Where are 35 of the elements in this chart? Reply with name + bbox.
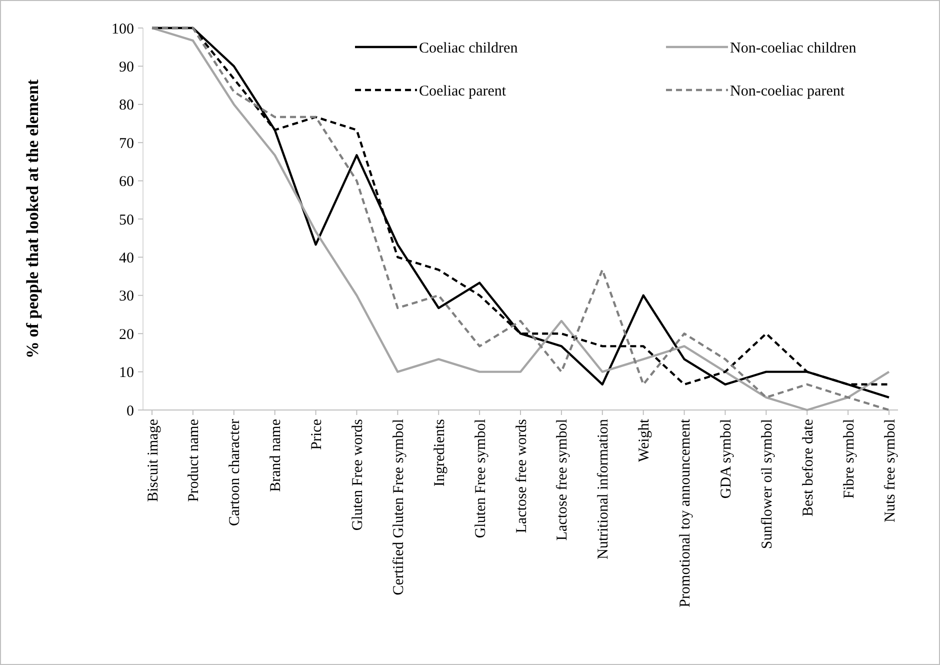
x-tick-label: Gluten Free words <box>350 418 366 531</box>
x-tick-label: GDA symbol <box>718 419 734 499</box>
legend-label: Coeliac parent <box>419 83 507 100</box>
x-tick-label: Brand name <box>268 418 284 492</box>
legend-label: Non-coeliac children <box>730 40 857 56</box>
y-tick-label: 20 <box>119 326 134 343</box>
x-tick-label: Nutritional information <box>596 418 612 560</box>
legend-label: Non-coeliac parent <box>730 83 846 100</box>
y-tick-label: 100 <box>112 21 134 38</box>
y-tick-label: 40 <box>119 250 134 266</box>
x-tick-label: Cartoon character <box>227 419 244 526</box>
legend-label: Coeliac children <box>419 40 518 56</box>
x-tick-label: Nuts free symbol <box>882 419 898 522</box>
x-tick-label: Fibre symbol <box>841 419 858 499</box>
y-axis-title: % of people that looked at the element <box>23 79 42 359</box>
y-tick-label: 0 <box>126 403 134 420</box>
x-tick-label: Lactose free symbol <box>554 419 571 541</box>
x-tick-label: Sunflower oil symbol <box>759 419 776 549</box>
x-tick-label: Certified Gluten Free symbol <box>390 419 407 596</box>
x-tick-label: Gluten Free symbol <box>472 419 489 538</box>
x-tick-label: Product name <box>186 418 202 502</box>
x-tick-label: Weight <box>636 418 653 462</box>
y-tick-label: 30 <box>119 288 134 305</box>
y-tick-label: 90 <box>119 59 134 76</box>
x-tick-label: Ingredients <box>432 418 448 486</box>
x-tick-label: Promotional toy announcement <box>678 418 694 608</box>
x-tick-label: Lactose free words <box>514 418 530 534</box>
y-tick-label: 50 <box>119 212 134 228</box>
x-tick-label: Best before date <box>800 418 816 516</box>
y-tick-label: 70 <box>119 136 134 152</box>
y-tick-label: 60 <box>119 174 134 190</box>
x-tick-label: Price <box>309 418 326 450</box>
x-tick-label: Biscuit image <box>145 418 162 502</box>
y-tick-label: 10 <box>119 365 134 382</box>
y-tick-label: 80 <box>119 98 134 114</box>
